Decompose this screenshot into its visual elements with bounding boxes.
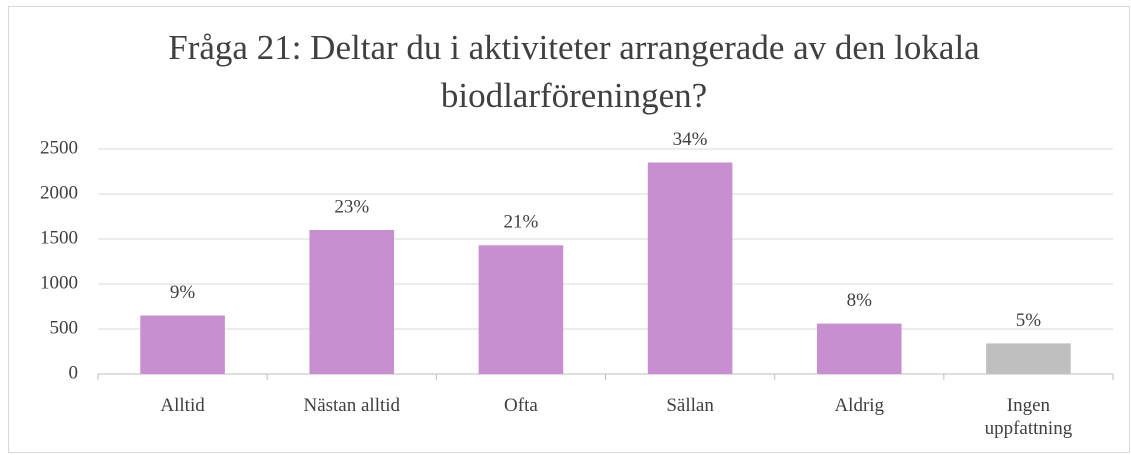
chart-frame (8, 6, 1130, 453)
x-tick-label: Ofta (504, 395, 538, 416)
y-tick-label: 1000 (40, 272, 78, 293)
data-label: 8% (847, 290, 873, 311)
data-label: 5% (1016, 310, 1042, 331)
data-label: 9% (170, 282, 196, 303)
bar (816, 323, 902, 374)
data-label: 21% (504, 212, 539, 233)
bar (309, 230, 395, 374)
y-tick-label: 1500 (40, 227, 78, 248)
y-tick-label: 500 (50, 317, 79, 338)
y-tick-label: 2000 (40, 182, 78, 203)
bar (478, 245, 564, 374)
data-label: 23% (334, 196, 369, 217)
x-tick-label: Aldrig (834, 395, 885, 416)
bar (140, 315, 225, 374)
chart-title: Fråga 21: Deltar du i aktiviteter arrang… (168, 28, 980, 115)
bar (647, 162, 733, 374)
x-tick-label: Ingen uppfattning (984, 395, 1073, 439)
y-tick-label: 2500 (40, 137, 78, 158)
x-tick-label: Sällan (666, 395, 714, 416)
data-label: 34% (673, 129, 708, 150)
x-tick-label: Alltid (160, 395, 205, 416)
y-tick-label: 0 (69, 362, 79, 383)
x-tick-label: Nästan alltid (303, 395, 401, 416)
bar (986, 343, 1071, 374)
